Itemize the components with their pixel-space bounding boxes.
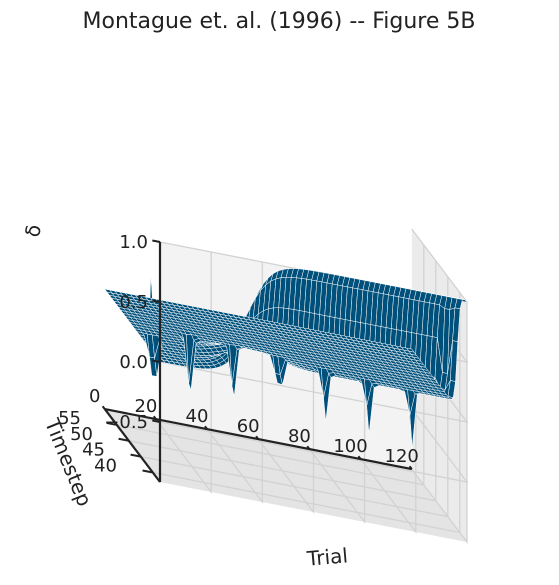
y-tick-mark [130,453,141,458]
x-gridline [411,302,468,544]
y-tick-mark [106,421,117,426]
z-tick-label: 0.0 [119,352,148,373]
z-tick-label: 0.5 [119,292,148,313]
surface-mesh [104,268,468,448]
x-tick-mark [306,445,311,450]
z-tick-mark [152,299,161,303]
x-tick-mark [255,435,260,440]
x-tick-mark [101,405,106,410]
z-tick-label: −0.5 [104,412,148,433]
x-tick-mark [408,465,413,470]
x-axis-label: Trial [305,543,349,571]
x-tick-mark [357,455,362,460]
x-tick-mark [204,425,208,430]
y-gridline [152,292,461,534]
y-tick-label: 45 [82,440,105,461]
z-tick-label: 1.0 [119,232,148,253]
y-tick-label: 50 [70,424,93,445]
y-tick-label: 55 [58,408,81,429]
surface-cell [406,347,415,353]
x-axis-spine [104,408,413,471]
x-axis-ticks: 0 20 40 60 80 100 120 [89,386,419,470]
y-tick-mark [118,437,129,442]
z-tick-mark [152,239,161,243]
z-tick-mark [152,419,161,423]
x-tick-label: 20 [134,396,157,417]
x-tick-label: 60 [237,416,260,437]
x-tick-label: 0 [89,386,100,407]
x-tick-label: 80 [288,426,311,447]
x-tick-label: 100 [333,436,367,457]
z-gridline [159,408,469,483]
x-tick-mark [153,415,157,420]
z-axis-label: δ [20,223,46,239]
z-tick-mark [152,359,161,363]
y-tick-mark [142,469,153,474]
chart-title: Montague et. al. (1996) -- Figure 5B [83,9,476,34]
y-axis-spine [103,408,161,483]
x-tick-label: 40 [186,406,209,427]
y-tick-label: 40 [94,456,117,477]
z-axis-ticks: 1.0 0.5 0.0 −0.5 [104,232,161,433]
x-tick-label: 120 [385,446,419,467]
